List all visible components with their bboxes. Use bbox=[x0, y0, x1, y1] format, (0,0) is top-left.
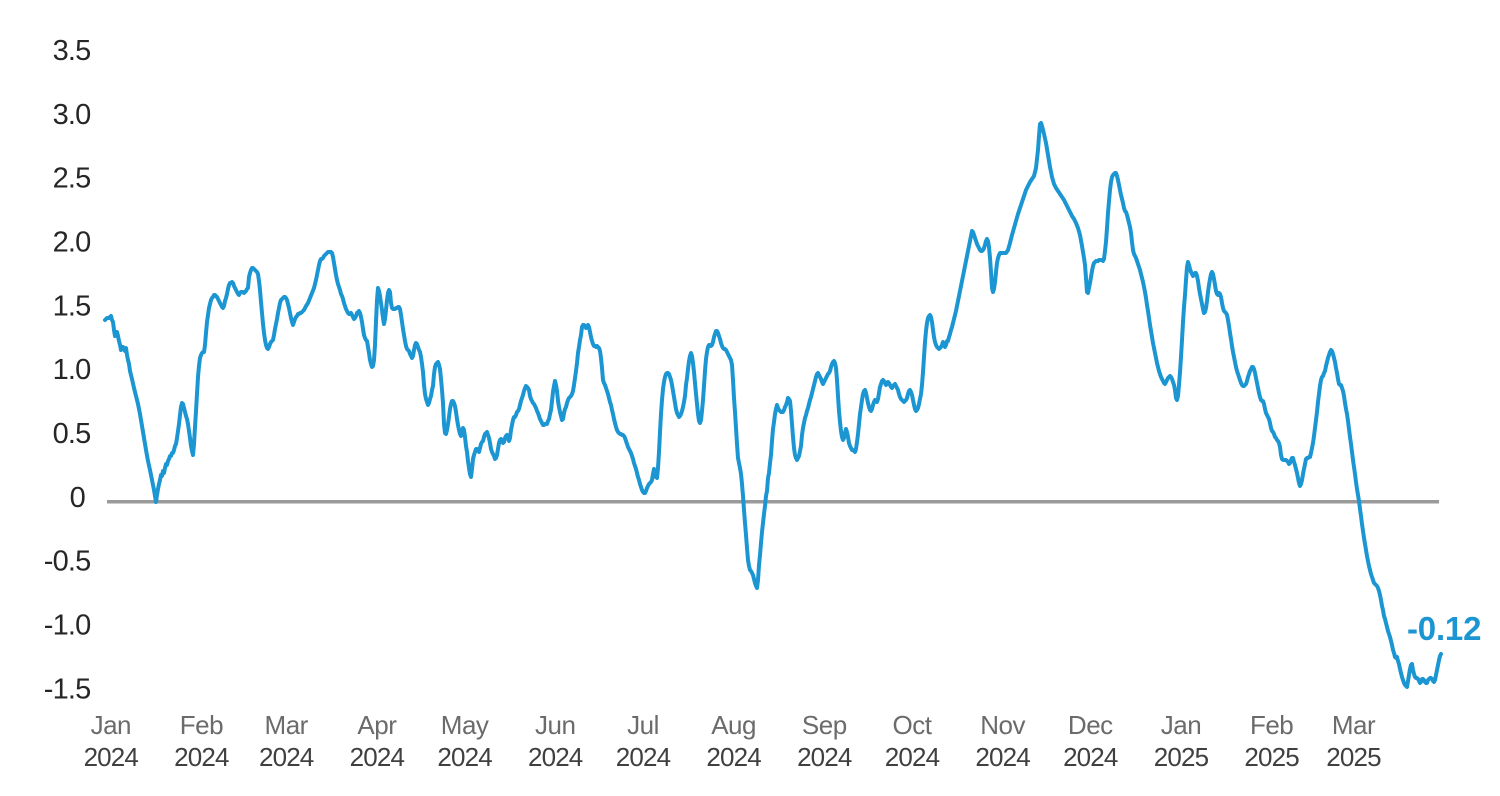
svg-text:Jun: Jun bbox=[535, 710, 575, 740]
svg-text:2024: 2024 bbox=[350, 742, 405, 772]
svg-text:1.0: 1.0 bbox=[53, 354, 91, 386]
svg-text:Mar: Mar bbox=[265, 710, 309, 740]
svg-text:Apr: Apr bbox=[357, 710, 397, 740]
svg-text:2024: 2024 bbox=[885, 742, 940, 772]
svg-text:-1.5: -1.5 bbox=[44, 673, 91, 705]
svg-text:1.5: 1.5 bbox=[53, 290, 91, 322]
svg-text:3.0: 3.0 bbox=[53, 99, 91, 131]
svg-text:2024: 2024 bbox=[706, 742, 761, 772]
svg-text:Feb: Feb bbox=[180, 710, 223, 740]
svg-text:2024: 2024 bbox=[1063, 742, 1118, 772]
svg-text:0: 0 bbox=[70, 482, 85, 514]
svg-text:2024: 2024 bbox=[528, 742, 583, 772]
svg-text:May: May bbox=[441, 710, 489, 740]
svg-text:2024: 2024 bbox=[797, 742, 852, 772]
svg-text:-0.5: -0.5 bbox=[44, 546, 91, 578]
svg-text:Jan: Jan bbox=[91, 710, 131, 740]
svg-text:2024: 2024 bbox=[84, 742, 139, 772]
svg-text:Dec: Dec bbox=[1068, 710, 1113, 740]
svg-text:-0.12: -0.12 bbox=[1407, 610, 1481, 647]
svg-text:2024: 2024 bbox=[975, 742, 1030, 772]
svg-text:2025: 2025 bbox=[1244, 742, 1299, 772]
svg-text:2024: 2024 bbox=[437, 742, 492, 772]
svg-text:-1.0: -1.0 bbox=[44, 610, 91, 642]
svg-text:Jul: Jul bbox=[627, 710, 659, 740]
svg-text:0.5: 0.5 bbox=[53, 418, 91, 450]
svg-text:2025: 2025 bbox=[1154, 742, 1209, 772]
svg-text:2024: 2024 bbox=[174, 742, 229, 772]
svg-text:2.0: 2.0 bbox=[53, 227, 91, 259]
svg-text:2.5: 2.5 bbox=[53, 163, 91, 195]
svg-text:Aug: Aug bbox=[711, 710, 756, 740]
svg-text:2024: 2024 bbox=[616, 742, 671, 772]
svg-text:Jan: Jan bbox=[1161, 710, 1201, 740]
svg-text:Nov: Nov bbox=[980, 710, 1025, 740]
svg-text:Oct: Oct bbox=[893, 710, 933, 740]
svg-text:Sep: Sep bbox=[802, 710, 847, 740]
svg-text:3.5: 3.5 bbox=[53, 35, 91, 67]
svg-text:2025: 2025 bbox=[1326, 742, 1381, 772]
svg-text:2024: 2024 bbox=[259, 742, 314, 772]
svg-text:Mar: Mar bbox=[1332, 710, 1376, 740]
svg-text:Feb: Feb bbox=[1250, 710, 1293, 740]
